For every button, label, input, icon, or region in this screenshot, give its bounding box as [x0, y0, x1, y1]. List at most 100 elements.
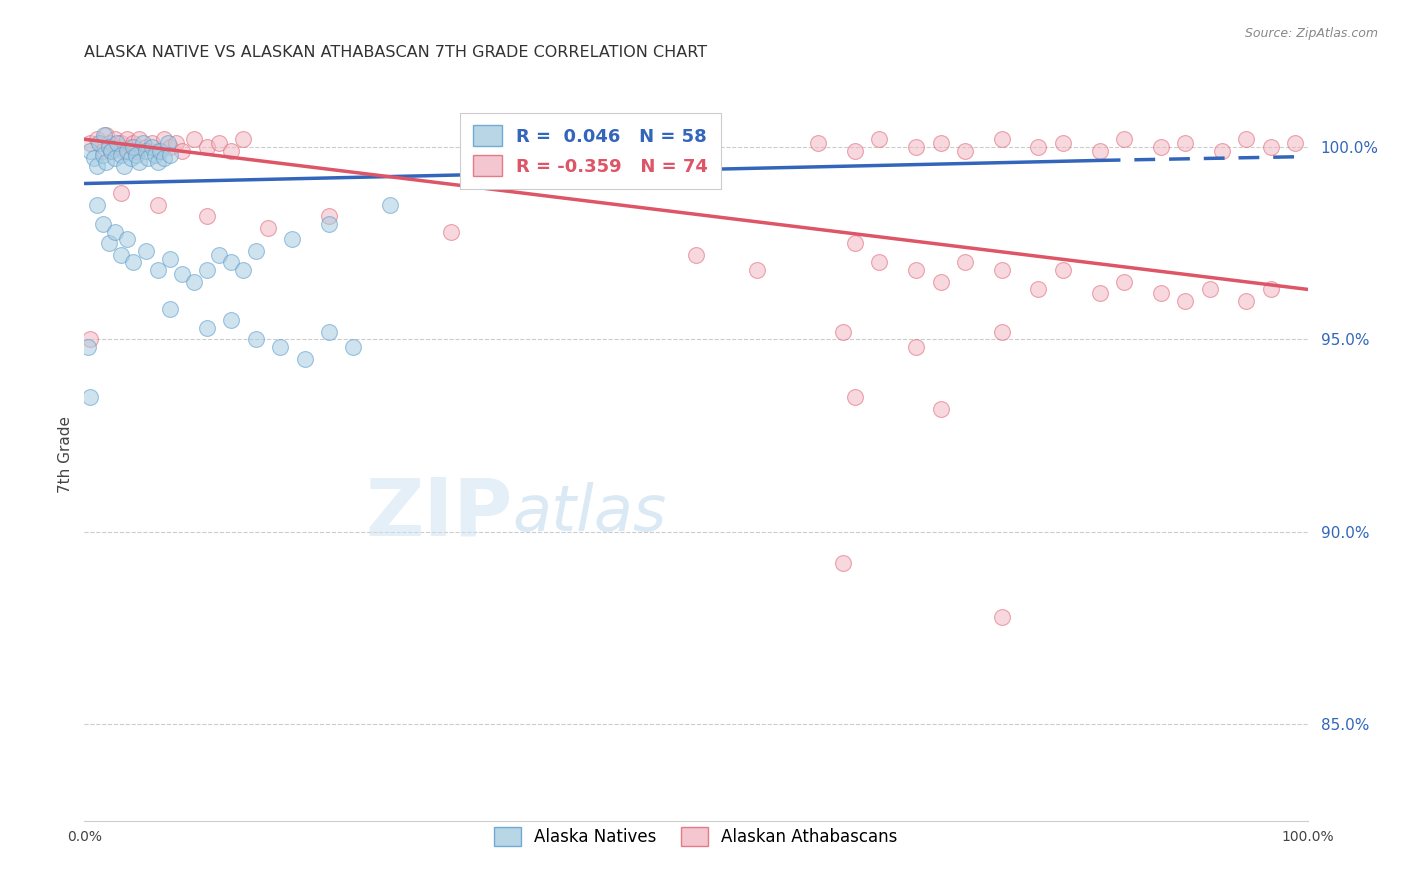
Point: [219, 313, 242, 327]
Point: [232, 263, 254, 277]
Point: [97, 136, 120, 150]
Point: [110, 186, 132, 201]
Point: [1150, 286, 1173, 301]
Point: [991, 609, 1014, 624]
Y-axis label: 7th Grade: 7th Grade: [58, 417, 73, 493]
Point: [844, 390, 866, 404]
Point: [440, 225, 463, 239]
Point: [685, 248, 707, 262]
Point: [1174, 136, 1197, 150]
Point: [281, 232, 304, 246]
Point: [122, 136, 145, 150]
Point: [110, 248, 132, 262]
Point: [1236, 132, 1258, 146]
Point: [77, 340, 100, 354]
Point: [1150, 140, 1173, 154]
Point: [159, 252, 181, 266]
Point: [208, 136, 231, 150]
Point: [1236, 293, 1258, 308]
Point: [122, 255, 145, 269]
Point: [96, 128, 118, 143]
Point: [1174, 293, 1197, 308]
Point: [257, 220, 280, 235]
Point: [1028, 282, 1050, 296]
Point: [97, 236, 120, 251]
Point: [1114, 275, 1136, 289]
Point: [100, 144, 122, 158]
Point: [905, 263, 928, 277]
Point: [342, 340, 364, 354]
Point: [159, 301, 181, 316]
Point: [135, 244, 157, 258]
Point: [136, 152, 159, 166]
Point: [1260, 282, 1282, 296]
Point: [1088, 144, 1111, 158]
Point: [1198, 282, 1220, 296]
Point: [86, 132, 108, 146]
Point: [165, 136, 187, 150]
Point: [1211, 144, 1233, 158]
Point: [869, 255, 891, 269]
Point: [245, 333, 267, 347]
Point: [953, 255, 976, 269]
Point: [146, 263, 169, 277]
Point: [318, 209, 340, 223]
Point: [153, 152, 176, 166]
Point: [125, 144, 148, 158]
Point: [1284, 136, 1306, 150]
Point: [135, 144, 157, 158]
Point: [135, 140, 157, 154]
Point: [183, 132, 205, 146]
Point: [159, 147, 181, 161]
Point: [91, 147, 114, 161]
Point: [79, 136, 101, 150]
Point: [232, 132, 254, 146]
Point: [115, 132, 138, 146]
Point: [991, 132, 1014, 146]
Point: [104, 132, 127, 146]
Point: [107, 140, 129, 154]
Text: ZIP: ZIP: [366, 475, 513, 552]
Point: [120, 140, 142, 154]
Point: [1260, 140, 1282, 154]
Point: [86, 159, 108, 173]
Point: [195, 140, 218, 154]
Point: [110, 136, 132, 150]
Point: [143, 147, 166, 161]
Point: [869, 132, 891, 146]
Point: [112, 144, 135, 158]
Point: [110, 147, 132, 161]
Point: [208, 248, 231, 262]
Point: [79, 390, 101, 404]
Point: [380, 197, 402, 211]
Point: [83, 152, 105, 166]
Point: [91, 217, 114, 231]
Point: [146, 197, 169, 211]
Point: [831, 556, 853, 570]
Point: [115, 232, 138, 246]
Point: [100, 144, 122, 158]
Point: [156, 136, 179, 150]
Point: [905, 140, 928, 154]
Point: [183, 275, 205, 289]
Point: [159, 140, 181, 154]
Point: [1052, 263, 1074, 277]
Point: [172, 267, 194, 281]
Point: [146, 144, 169, 158]
Point: [146, 155, 169, 169]
Point: [195, 263, 218, 277]
Point: [318, 217, 340, 231]
Point: [831, 325, 853, 339]
Point: [318, 325, 340, 339]
Point: [122, 140, 145, 154]
Point: [141, 140, 163, 154]
Point: [195, 209, 218, 223]
Point: [79, 333, 101, 347]
Point: [104, 152, 127, 166]
Point: [929, 136, 952, 150]
Point: [120, 152, 142, 166]
Point: [991, 263, 1014, 277]
Text: Source: ZipAtlas.com: Source: ZipAtlas.com: [1244, 27, 1378, 40]
Text: ALASKA NATIVE VS ALASKAN ATHABASCAN 7TH GRADE CORRELATION CHART: ALASKA NATIVE VS ALASKAN ATHABASCAN 7TH …: [84, 45, 707, 60]
Point: [269, 340, 291, 354]
